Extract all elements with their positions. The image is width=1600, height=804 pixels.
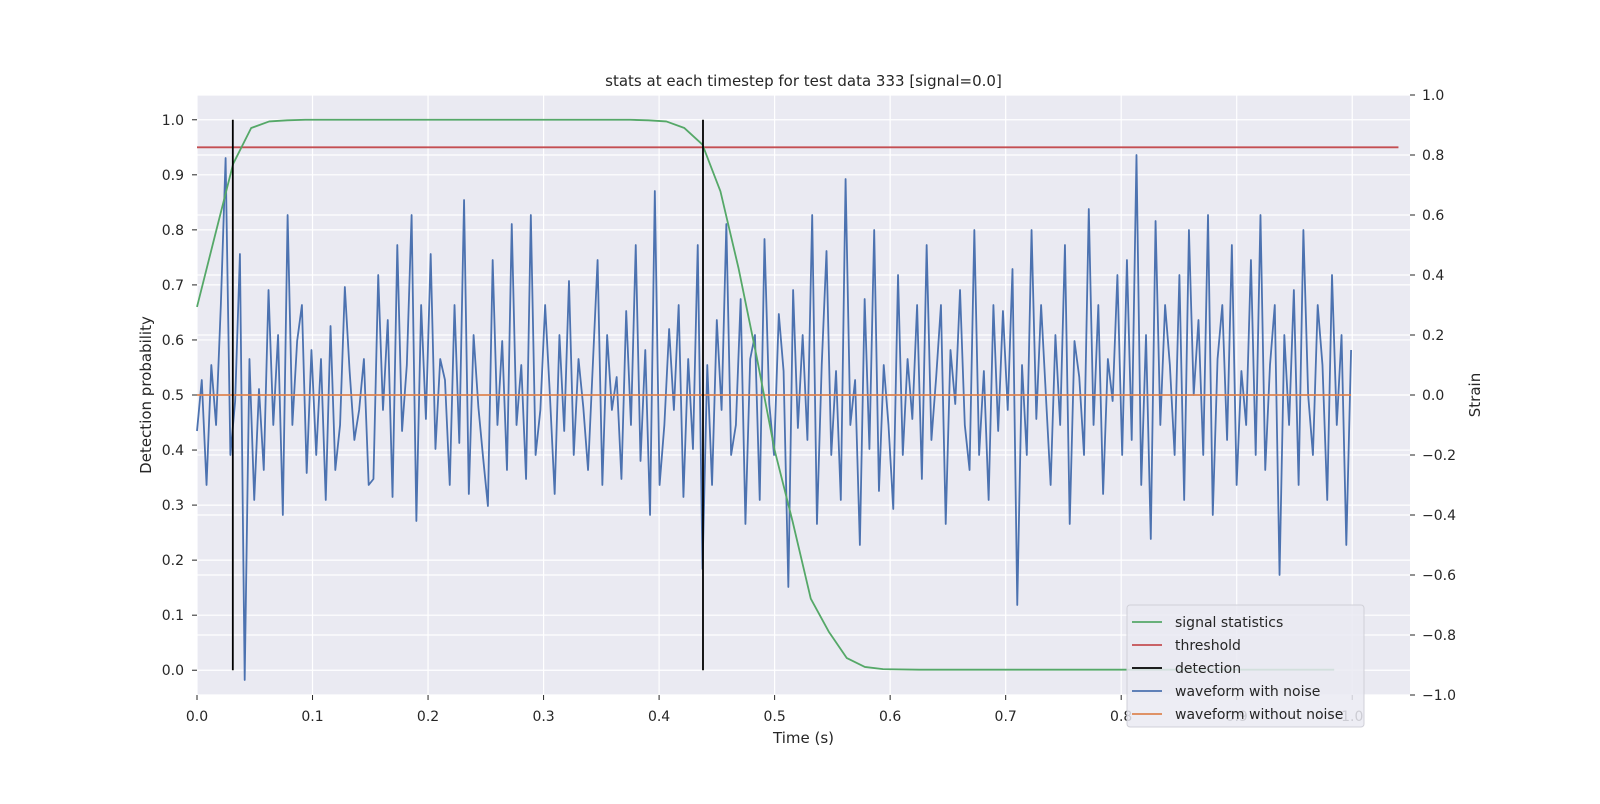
y-right-tick-label: −0.8 — [1422, 628, 1456, 644]
y-right-tick-label: −0.6 — [1422, 568, 1456, 584]
y-right-tick-label: 1.0 — [1422, 88, 1444, 104]
y-right-tick-label: 0.4 — [1422, 268, 1444, 284]
y-axis-left-label: Detection probability — [137, 316, 155, 474]
legend-box — [1126, 604, 1365, 728]
x-tick-label: 0.3 — [532, 709, 554, 725]
y-left-tick-label: 1.0 — [162, 113, 184, 129]
y-right-tick-label: 0.6 — [1422, 208, 1444, 224]
y-axis-right-label: Strain — [1466, 373, 1484, 417]
x-tick-label: 0.4 — [648, 709, 670, 725]
y-left-tick-label: 0.2 — [162, 553, 184, 569]
x-tick-label: 0.2 — [417, 709, 439, 725]
x-tick-label: 0.0 — [186, 709, 208, 725]
legend-label: detection — [1175, 661, 1241, 677]
y-right-tick-label: −0.2 — [1422, 448, 1456, 464]
legend-label: waveform without noise — [1175, 707, 1343, 723]
y-left-tick-label: 0.3 — [162, 498, 184, 514]
y-right-tick-label: 0.2 — [1422, 328, 1444, 344]
x-tick-label: 0.1 — [301, 709, 323, 725]
x-tick-label: 0.7 — [995, 709, 1017, 725]
y-right-tick-label: −0.4 — [1422, 508, 1456, 524]
legend-label: threshold — [1175, 638, 1241, 654]
series-waveform-with-noise — [196, 154, 1352, 681]
chart-title: stats at each timestep for test data 333… — [605, 72, 1002, 90]
y-left-tick-label: 0.7 — [162, 278, 184, 294]
y-right-tick-label: 0.8 — [1422, 148, 1444, 164]
y-right-tick-label: 0.0 — [1422, 388, 1444, 404]
y-left-tick-label: 0.6 — [162, 333, 184, 349]
y-right-tick-label: −1.0 — [1422, 688, 1456, 704]
legend-label: waveform with noise — [1175, 684, 1320, 700]
y-left-tick-label: 0.9 — [162, 168, 184, 184]
legend-label: signal statistics — [1175, 615, 1283, 631]
y-left-tick-label: 0.5 — [162, 388, 184, 404]
series-signal-statistics — [196, 118, 1335, 671]
legend: signal statistics threshold detection wavef… — [1126, 604, 1365, 728]
y-left-tick-label: 0.8 — [162, 223, 184, 239]
y-left-tick-label: 0.4 — [162, 443, 184, 459]
x-tick-label: 0.6 — [879, 709, 901, 725]
series-layer — [196, 118, 1399, 681]
y-left-tick-label: 0.0 — [162, 663, 184, 679]
x-axis-label: Time (s) — [772, 729, 834, 747]
y-left-tick-label: 0.1 — [162, 608, 184, 624]
x-tick-label: 0.5 — [763, 709, 785, 725]
